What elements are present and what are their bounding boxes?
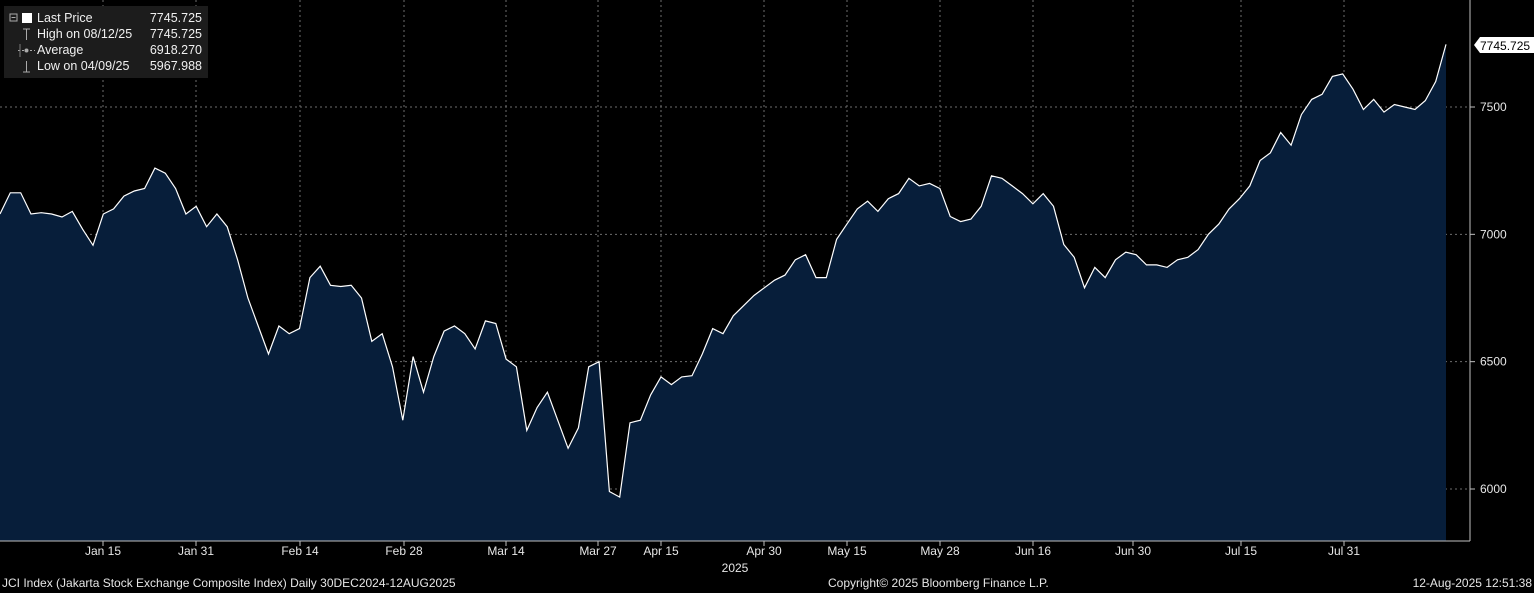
high-marker-icon <box>23 28 30 40</box>
x-tick-label: Jul 31 <box>1328 544 1360 558</box>
price-line <box>0 44 1447 499</box>
x-year-label: 2025 <box>722 561 749 575</box>
x-tick-label: Mar 27 <box>579 544 617 558</box>
y-axis-ticks: 6000 6500 7000 7500 <box>1470 100 1507 496</box>
footer-copyright: Copyright© 2025 Bloomberg Finance L.P. <box>828 576 1049 590</box>
legend-high-value: 7745.725 <box>149 27 202 41</box>
legend-row-last-price: Last Price 7745.725 <box>4 10 208 26</box>
x-tick-label: Jun 16 <box>1015 544 1051 558</box>
x-axis-ticks: Jan 15 Jan 31 Feb 14 Feb 28 Mar 14 Mar 27 Apr … <box>85 541 1360 558</box>
average-marker-icon <box>18 44 35 57</box>
footer-timestamp: 12-Aug-2025 12:51:38 <box>1412 576 1532 590</box>
x-tick-label: Jun 30 <box>1115 544 1151 558</box>
legend-row-average: Average 6918.270 <box>4 42 208 58</box>
legend-high-label: High on 08/12/25 <box>37 27 133 41</box>
legend-last-price-label: Last Price <box>37 11 93 25</box>
x-tick-label: Mar 14 <box>487 544 525 558</box>
x-tick-label: Feb 14 <box>281 544 319 558</box>
x-tick-label: Apr 30 <box>746 544 782 558</box>
legend-low-label: Low on 04/09/25 <box>37 59 130 73</box>
y-tick-label: 6000 <box>1480 482 1507 496</box>
price-area <box>0 44 1446 542</box>
last-value-label: 7745.725 <box>1480 39 1530 53</box>
legend-row-low: Low on 04/09/25 5967.988 <box>4 58 208 74</box>
low-marker-icon <box>23 61 30 73</box>
y-tick-label: 7000 <box>1480 227 1507 241</box>
x-tick-label: Apr 15 <box>643 544 679 558</box>
legend: Last Price 7745.725 High on 08/12/25 774… <box>4 6 208 78</box>
legend-last-price-value: 7745.725 <box>149 11 202 25</box>
x-tick-label: Jan 15 <box>85 544 121 558</box>
legend-row-high: High on 08/12/25 7745.725 <box>4 26 208 42</box>
legend-low-value: 5967.988 <box>149 59 202 73</box>
x-tick-label: Feb 28 <box>385 544 423 558</box>
x-tick-label: Jan 31 <box>178 544 214 558</box>
footer-security-description: JCI Index (Jakarta Stock Exchange Compos… <box>2 576 456 590</box>
last-value-tag: 7745.725 <box>1474 37 1534 53</box>
x-tick-label: Jul 15 <box>1225 544 1257 558</box>
collapse-icon[interactable] <box>9 13 33 25</box>
x-tick-label: May 28 <box>920 544 960 558</box>
legend-average-value: 6918.270 <box>149 43 202 57</box>
legend-average-label: Average <box>37 43 84 57</box>
y-tick-label: 6500 <box>1480 355 1507 369</box>
x-tick-label: May 15 <box>827 544 867 558</box>
y-tick-label: 7500 <box>1480 100 1507 114</box>
